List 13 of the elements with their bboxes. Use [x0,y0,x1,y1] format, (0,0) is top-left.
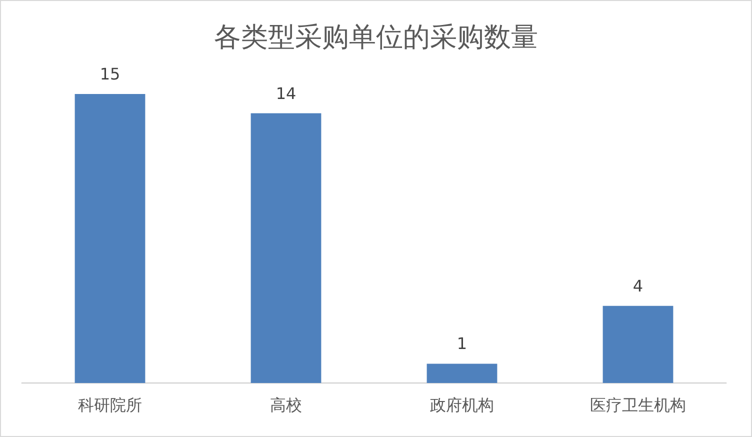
data-label: 15 [100,64,120,84]
data-label: 4 [632,276,644,296]
bar [602,306,674,383]
bar [74,94,146,383]
data-label: 14 [276,84,296,103]
x-tick-label: 医疗卫生机构 [590,396,686,414]
data-label: 1 [456,334,468,354]
bar [250,113,322,383]
x-tick-label: 科研院所 [78,396,142,414]
chart-title: 各类型采购单位的采购数量 [214,22,538,53]
bar [426,364,498,383]
x-tick-label: 高校 [270,396,302,414]
x-tick-label: 政府机构 [430,396,494,414]
